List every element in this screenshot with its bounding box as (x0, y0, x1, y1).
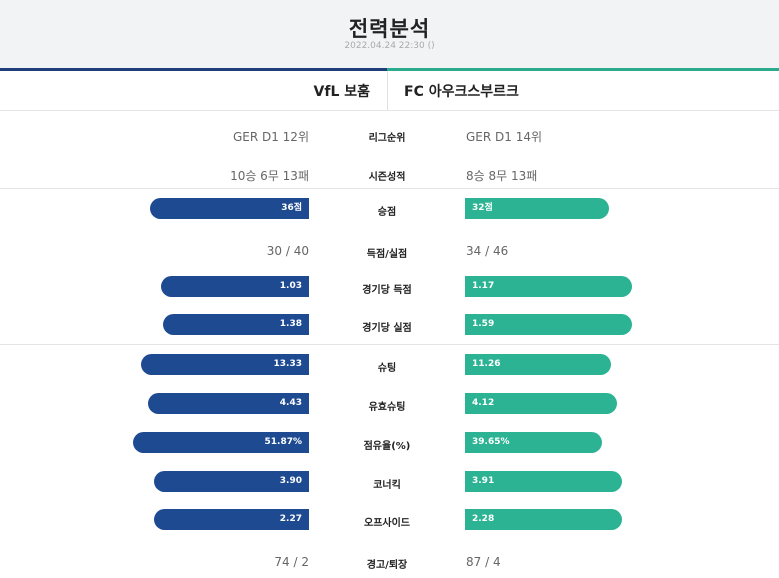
home-league-rank: GER D1 12위 (232, 130, 309, 144)
home-stat-bar: 13.33 (141, 354, 309, 375)
stat-label: 경기당 실점 (362, 323, 412, 334)
match-datetime: 2022.04.24 22:30 () (344, 41, 435, 51)
stat-label: 점유율(%) (363, 441, 411, 452)
home-stat-bar: 2.27 (154, 509, 309, 530)
page-title: 전력분석 (348, 17, 431, 41)
away-stat-value: 87 / 4 (466, 555, 501, 569)
home-stat-bar: 1.03 (161, 276, 309, 297)
section-divider (0, 344, 779, 345)
away-stat-bar: 1.59 (465, 314, 632, 335)
stat-row-cards: 74 / 2 경고/퇴장 87 / 4 (0, 548, 779, 578)
away-stat-bar: 11.26 (465, 354, 611, 375)
home-season-record: 10승 6무 13패 (230, 169, 309, 183)
home-color-bar (0, 68, 387, 71)
stat-row-corners: 3.90 코너킥 3.91 (0, 471, 779, 501)
away-stat-value: 34 / 46 (466, 244, 509, 258)
away-stat-bar: 39.65% (465, 432, 602, 453)
stat-row-offsides: 2.27 오프사이드 2.28 (0, 509, 779, 539)
stat-row-goals-for-against: 30 / 40 득점/실점 34 / 46 (0, 237, 779, 267)
teams-divider (387, 71, 388, 110)
away-stat-bar: 4.12 (465, 393, 617, 414)
stat-row-shots: 13.33 슈팅 11.26 (0, 354, 779, 384)
stat-row-possession: 51.87% 점유율(%) 39.65% (0, 432, 779, 462)
home-stat-bar: 51.87% (133, 432, 309, 453)
away-season-record: 8승 8무 13패 (466, 169, 538, 183)
stat-row-season-record: 10승 6무 13패 시즌성적 8승 8무 13패 (0, 160, 779, 190)
away-stat-bar: 1.17 (465, 276, 632, 297)
home-stat-bar: 4.43 (148, 393, 309, 414)
stat-row-points: 36점 승점 32점 (0, 198, 779, 228)
stat-label: 유효슈팅 (368, 402, 406, 413)
stat-label: 득점/실점 (366, 249, 408, 260)
home-stat-value: 74 / 2 (274, 555, 309, 569)
page-header: 전력분석 2022.04.24 22:30 () (0, 0, 779, 68)
stat-label: 시즌성적 (368, 172, 406, 183)
home-team-name: VfL 보훔 (313, 84, 370, 100)
stat-row-goals-per-game: 1.03 경기당 득점 1.17 (0, 276, 779, 306)
away-color-bar (387, 68, 779, 71)
stat-label: 리그순위 (368, 133, 406, 144)
away-league-rank: GER D1 14위 (466, 130, 543, 144)
home-stat-bar: 1.38 (163, 314, 309, 335)
stat-label: 경기당 득점 (362, 285, 412, 296)
home-stat-bar: 36점 (150, 198, 309, 219)
stat-label: 오프사이드 (364, 518, 410, 529)
home-stat-value: 30 / 40 (266, 244, 309, 258)
teams-row: VfL 보훔 FC 아우크스부르크 (0, 71, 779, 111)
stat-label: 슈팅 (377, 363, 397, 374)
away-stat-bar: 32점 (465, 198, 609, 219)
away-team-name: FC 아우크스부르크 (404, 84, 519, 100)
stat-row-conceded-per-game: 1.38 경기당 실점 1.59 (0, 314, 779, 344)
stat-label: 코너킥 (373, 480, 401, 491)
section-divider (0, 188, 779, 189)
away-stat-bar: 3.91 (465, 471, 622, 492)
stat-row-shots-on-target: 4.43 유효슈팅 4.12 (0, 393, 779, 423)
stat-label: 경고/퇴장 (366, 560, 408, 571)
stat-row-league-rank: GER D1 12위 리그순위 GER D1 14위 (0, 121, 779, 151)
stat-label: 승점 (377, 207, 397, 218)
away-stat-bar: 2.28 (465, 509, 622, 530)
home-stat-bar: 3.90 (154, 471, 309, 492)
